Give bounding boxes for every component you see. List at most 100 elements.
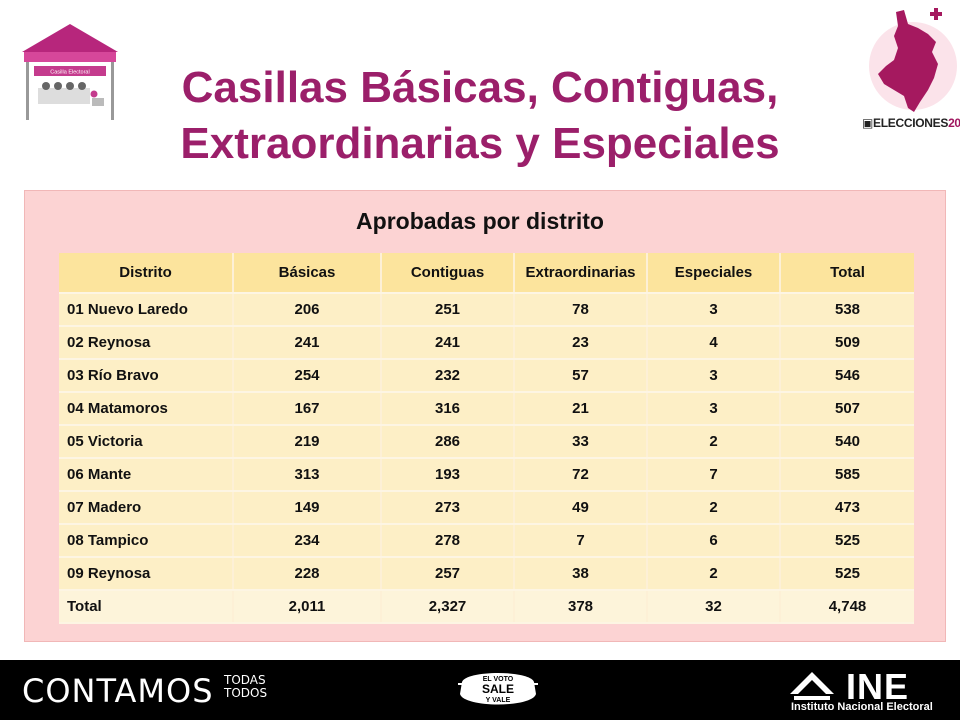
value-cell: 507 xyxy=(780,392,914,426)
value-cell: 23 xyxy=(514,326,648,360)
value-cell: 585 xyxy=(780,458,914,492)
value-cell: 3 xyxy=(647,392,781,426)
value-cell: 72 xyxy=(514,458,648,492)
value-cell: 4 xyxy=(647,326,781,360)
column-header: Especiales xyxy=(647,253,781,294)
value-cell: 49 xyxy=(514,491,648,525)
value-cell: 2 xyxy=(647,425,781,459)
panel-title: Aprobadas por distrito xyxy=(356,208,604,234)
table-row: 04 Matamoros 167 316 21 3 507 xyxy=(59,392,914,426)
value-cell: 2,327 xyxy=(381,590,515,624)
value-cell: 206 xyxy=(233,293,382,327)
value-cell: 378 xyxy=(514,590,648,624)
value-cell: 473 xyxy=(780,491,914,525)
todas-text: TODAS xyxy=(224,673,266,687)
todos-text: TODOS xyxy=(224,686,268,700)
value-cell: 257 xyxy=(381,557,515,591)
value-cell: 7 xyxy=(647,458,781,492)
tamaulipas-map-logo-icon xyxy=(869,8,957,112)
value-cell: 234 xyxy=(233,524,382,558)
value-cell: 219 xyxy=(233,425,382,459)
value-cell: 7 xyxy=(514,524,648,558)
district-cell: 05 Victoria xyxy=(59,425,234,459)
district-cell: 06 Mante xyxy=(59,458,234,492)
value-cell: 32 xyxy=(647,590,781,624)
voto-line-1: EL VOTO xyxy=(483,676,514,683)
value-cell: 286 xyxy=(381,425,515,459)
value-cell: 540 xyxy=(780,425,914,459)
value-cell: 273 xyxy=(381,491,515,525)
value-cell: 2,011 xyxy=(233,590,382,624)
value-cell: 167 xyxy=(233,392,382,426)
district-cell: 02 Reynosa xyxy=(59,326,234,360)
ine-subtitle: Instituto Nacional Electoral xyxy=(791,701,933,713)
ine-wordmark: INE xyxy=(846,666,910,707)
value-cell: 228 xyxy=(233,557,382,591)
column-header: Básicas xyxy=(233,253,382,294)
value-cell: 313 xyxy=(233,458,382,492)
polling-booth-icon: Casilla Electoral xyxy=(22,24,118,120)
contamos-logo-text: CONTAMOS xyxy=(22,672,214,710)
district-cell: 07 Madero xyxy=(59,491,234,525)
value-cell: 193 xyxy=(381,458,515,492)
el-voto-sale-y-vale-logo-icon: EL VOTO SALE Y VALE xyxy=(458,673,538,705)
value-cell: 33 xyxy=(514,425,648,459)
table-header-row: Distrito Básicas Contiguas Extraordinari… xyxy=(59,253,914,294)
district-cell: 08 Tampico xyxy=(59,524,234,558)
value-cell: 241 xyxy=(381,326,515,360)
column-header: Contiguas xyxy=(381,253,515,294)
district-cell: 01 Nuevo Laredo xyxy=(59,293,234,327)
ballot-box-icon: ▣ xyxy=(862,116,874,130)
value-cell: 21 xyxy=(514,392,648,426)
table-row: 07 Madero 149 273 49 2 473 xyxy=(59,491,914,525)
voto-line-2: SALE xyxy=(482,682,514,696)
table-row: 08 Tampico 234 278 7 6 525 xyxy=(59,524,914,558)
value-cell: 525 xyxy=(780,524,914,558)
value-cell: 57 xyxy=(514,359,648,393)
value-cell: 2 xyxy=(647,557,781,591)
value-cell: 2 xyxy=(647,491,781,525)
table-row: 01 Nuevo Laredo 206 251 78 3 538 xyxy=(59,293,914,327)
value-cell: 232 xyxy=(381,359,515,393)
value-cell: 538 xyxy=(780,293,914,327)
column-header: Total xyxy=(780,253,914,294)
value-cell: 278 xyxy=(381,524,515,558)
title-line-1: Casillas Básicas, Contiguas, xyxy=(181,63,779,112)
districts-table: Distrito Básicas Contiguas Extraordinari… xyxy=(59,253,914,624)
table-row: 09 Reynosa 228 257 38 2 525 xyxy=(59,557,914,591)
value-cell: 38 xyxy=(514,557,648,591)
value-cell: 509 xyxy=(780,326,914,360)
ine-logo-icon xyxy=(790,672,834,700)
title-line-2: Extraordinarias y Especiales xyxy=(180,119,780,168)
elections-year: 2021 xyxy=(948,116,960,130)
table-row: 06 Mante 313 193 72 7 585 xyxy=(59,458,914,492)
value-cell: 3 xyxy=(647,359,781,393)
column-header: Extraordinarias xyxy=(514,253,648,294)
page-title: Casillas Básicas, Contiguas, Extraordina… xyxy=(130,60,830,172)
value-cell: 251 xyxy=(381,293,515,327)
table-total-row: Total 2,011 2,327 378 32 4,748 xyxy=(59,590,914,624)
table-row: 02 Reynosa 241 241 23 4 509 xyxy=(59,326,914,360)
value-cell: 546 xyxy=(780,359,914,393)
district-cell: 04 Matamoros xyxy=(59,392,234,426)
value-cell: 4,748 xyxy=(780,590,914,624)
table-row: 05 Victoria 219 286 33 2 540 xyxy=(59,425,914,459)
todas-todos-text: TODAS TODOS xyxy=(224,674,267,700)
value-cell: 78 xyxy=(514,293,648,327)
value-cell: 3 xyxy=(647,293,781,327)
value-cell: 254 xyxy=(233,359,382,393)
elections-word: ELECCIONES xyxy=(873,116,949,130)
value-cell: 525 xyxy=(780,557,914,591)
value-cell: 149 xyxy=(233,491,382,525)
district-cell: Total xyxy=(59,590,234,624)
column-header: Distrito xyxy=(59,253,234,294)
voto-line-3: Y VALE xyxy=(486,697,511,704)
table-body: 01 Nuevo Laredo 206 251 78 3 538 02 Reynosa 241… xyxy=(59,293,914,624)
elections-2021-label: ▣ELECCIONES2021 xyxy=(862,116,960,130)
value-cell: 241 xyxy=(233,326,382,360)
table-row: 03 Río Bravo 254 232 57 3 546 xyxy=(59,359,914,393)
value-cell: 316 xyxy=(381,392,515,426)
booth-sign: Casilla Electoral xyxy=(50,70,89,76)
district-cell: 03 Río Bravo xyxy=(59,359,234,393)
district-cell: 09 Reynosa xyxy=(59,557,234,591)
